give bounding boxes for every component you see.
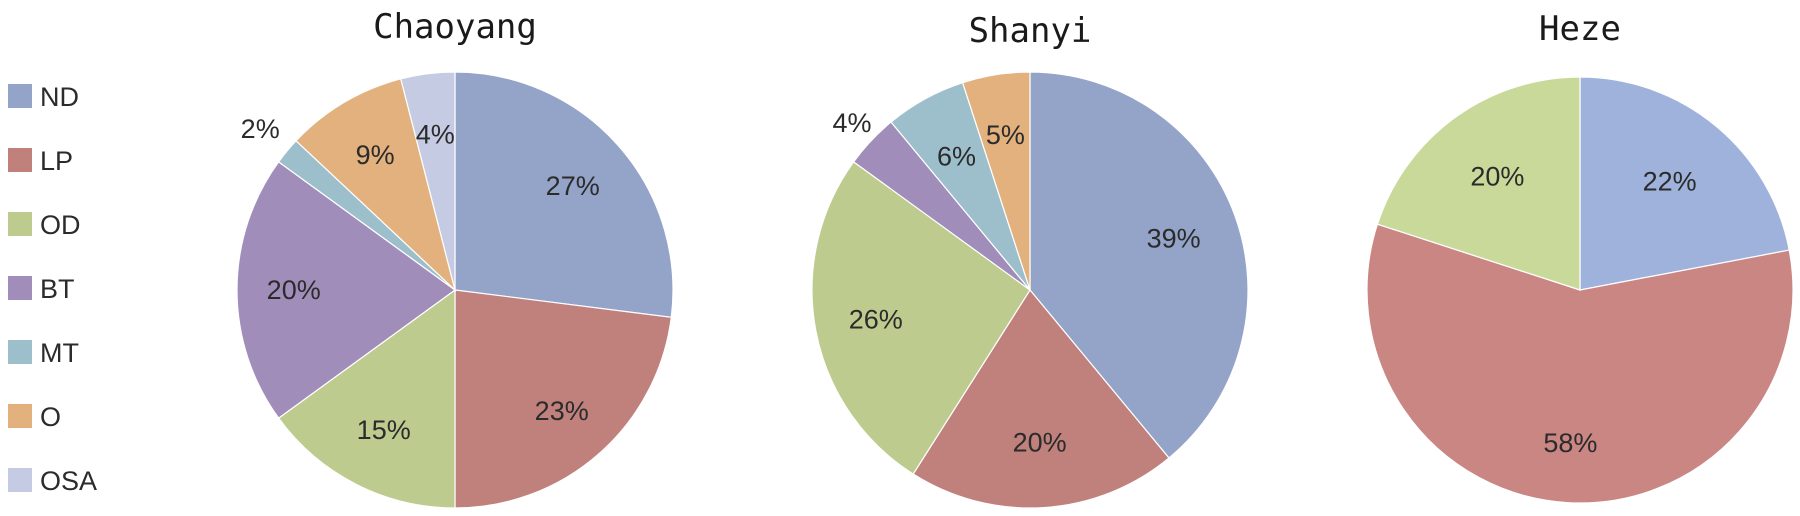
slice-label-od: 15% xyxy=(357,415,411,445)
pie-slice-od xyxy=(277,288,456,509)
pie-chart-heze: Heze 22% 58% 20% xyxy=(1366,9,1794,504)
slice-label-nd: 39% xyxy=(1147,223,1201,253)
pie-slice-osa xyxy=(400,71,456,291)
pie-slice-bt xyxy=(236,161,457,419)
legend-label-bt: BT xyxy=(40,274,75,304)
legend-label-lp: LP xyxy=(40,146,73,176)
legend-swatch-lp xyxy=(8,148,32,172)
slice-label-od: 26% xyxy=(849,304,903,334)
slice-label-lp: 58% xyxy=(1543,428,1597,458)
slice-label-lp: 23% xyxy=(535,396,589,426)
slice-label-lp: 20% xyxy=(1013,427,1067,457)
legend-swatch-osa xyxy=(8,468,32,492)
pie-slice-nd xyxy=(1029,71,1249,459)
chart-title: Shanyi xyxy=(969,11,1092,51)
chart-title: Heze xyxy=(1539,9,1621,49)
legend-swatch-od xyxy=(8,212,32,236)
pie-slice-lp xyxy=(454,289,672,509)
legend-swatch-nd xyxy=(8,84,32,108)
slice-label-osa: 4% xyxy=(416,119,455,149)
pie-chart-chaoyang: Chaoyang 27% 23% 15% 20% 2% 9% 4% xyxy=(236,7,674,509)
legend: ND LP OD BT MT O OSA xyxy=(8,82,97,496)
legend-label-o: O xyxy=(40,402,61,432)
slice-label-od: 20% xyxy=(1470,161,1524,191)
chart-title: Chaoyang xyxy=(373,7,537,47)
slice-label-mt: 6% xyxy=(937,141,976,171)
slice-label-bt: 4% xyxy=(832,108,871,138)
pie-slice-lp xyxy=(912,288,1170,509)
legend-label-od: OD xyxy=(40,210,81,240)
pie-slice-od xyxy=(1376,76,1581,291)
slice-label-mt: 2% xyxy=(241,114,280,144)
pie-slice-o xyxy=(961,71,1031,291)
pie-slice-od xyxy=(811,161,1031,475)
slice-label-bt: 20% xyxy=(267,275,321,305)
legend-swatch-bt xyxy=(8,276,32,300)
pie-slice-nd xyxy=(454,71,674,318)
slice-label-o: 9% xyxy=(356,140,395,170)
slice-label-nd: 22% xyxy=(1643,167,1697,197)
legend-label-osa: OSA xyxy=(40,466,97,496)
charts: Chaoyang 27% 23% 15% 20% 2% 9% 4% Shanyi 39% 20% 26… xyxy=(236,7,1794,509)
pie-chart-shanyi: Shanyi 39% 20% 26% 4% 6% 5% xyxy=(811,11,1249,509)
pie-slice-nd xyxy=(1579,76,1790,291)
legend-label-nd: ND xyxy=(40,82,79,112)
legend-swatch-mt xyxy=(8,340,32,364)
legend-label-mt: MT xyxy=(40,338,79,368)
pie-slice-o xyxy=(295,78,457,292)
pie-slice-lp xyxy=(1366,223,1794,504)
legend-swatch-o xyxy=(8,404,32,428)
slice-label-o: 5% xyxy=(986,120,1025,150)
slice-label-nd: 27% xyxy=(546,171,600,201)
